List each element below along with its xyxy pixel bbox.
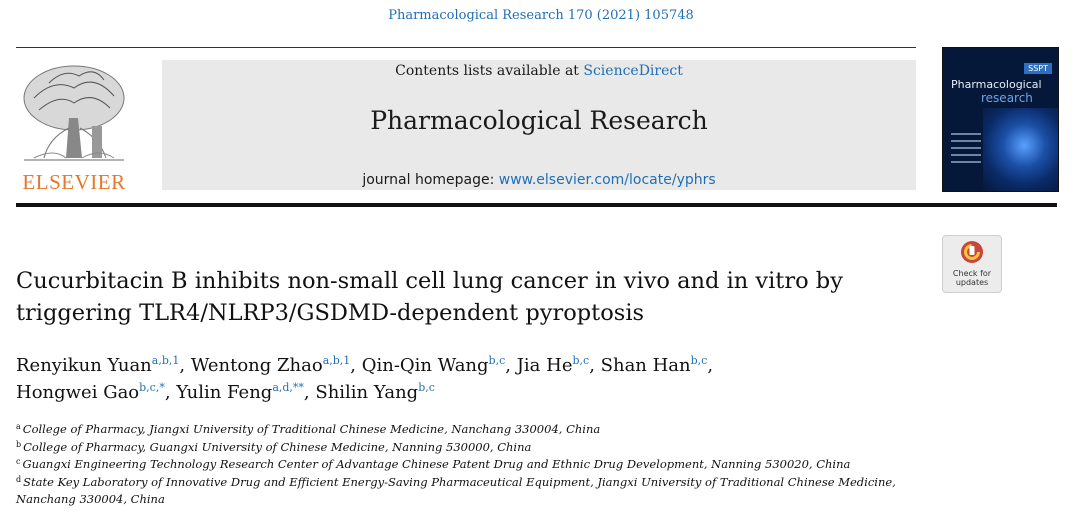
author[interactable]: Yulin Fenga,d,**	[176, 382, 304, 403]
affiliation-item: a College of Pharmacy, Jiangxi University…	[16, 421, 916, 439]
author-separator: ,	[589, 355, 601, 376]
author[interactable]: Hongwei Gaob,c,*	[16, 382, 165, 403]
sciencedirect-link[interactable]: ScienceDirect	[583, 63, 683, 79]
check-updates-line2: updates	[955, 278, 989, 287]
author-affil-marks[interactable]: b,c	[572, 354, 590, 367]
affiliation-item: d State Key Laboratory of Innovative Drug…	[16, 474, 916, 509]
affiliation-list: a College of Pharmacy, Jiangxi University…	[16, 421, 916, 509]
homepage-prefix: journal homepage:	[362, 172, 499, 188]
author-affil-marks[interactable]: a,d,**	[272, 381, 304, 394]
article-title: Cucurbitacin B inhibits non-small cell l…	[16, 268, 843, 326]
author[interactable]: Renyikun Yuana,b,1	[16, 355, 179, 376]
author[interactable]: Jia Heb,c	[517, 355, 589, 376]
journal-title: Pharmacological Research	[370, 106, 708, 135]
author-list: Renyikun Yuana,b,1, Wentong Zhaoa,b,1, Q…	[16, 352, 916, 406]
affiliation-text: College of Pharmacy, Guangxi University …	[23, 439, 532, 454]
journal-cover-image[interactable]: SSPT Pharmacological research	[942, 47, 1059, 192]
author-name: Shan Han	[600, 355, 691, 376]
contents-prefix: Contents lists available at	[395, 63, 584, 79]
cover-title-line1: Pharmacological	[951, 78, 1042, 91]
author-name: Jia He	[516, 355, 573, 376]
journal-banner	[162, 60, 916, 190]
affiliation-key: d	[16, 474, 22, 484]
check-updates-icon	[961, 241, 983, 263]
author-separator: ,	[179, 355, 191, 376]
author-affil-marks[interactable]: b,c	[418, 381, 435, 394]
author-separator: ,	[350, 355, 362, 376]
author-name: Renyikun Yuan	[16, 355, 152, 376]
author-name: Hongwei Gao	[16, 382, 140, 403]
affiliation-key: c	[16, 457, 21, 466]
author-affil-marks[interactable]: a,b,1	[322, 354, 351, 367]
affiliation-text: State Key Laboratory of Innovative Drug …	[16, 474, 896, 507]
author-name: Yulin Feng	[176, 382, 273, 403]
affiliation-text: Guangxi Engineering Technology Research …	[22, 457, 851, 471]
check-updates-line1: Check for	[952, 269, 992, 278]
contents-available-line: Contents lists available at ScienceDirec…	[162, 63, 916, 79]
author-affil-marks[interactable]: a,b,1	[151, 354, 180, 367]
author-separator: ,	[505, 355, 517, 376]
affiliation-item: c Guangxi Engineering Technology Research…	[16, 456, 916, 474]
journal-homepage-line: journal homepage: www.elsevier.com/locat…	[162, 172, 916, 188]
top-rule	[16, 47, 916, 48]
homepage-link[interactable]: www.elsevier.com/locate/yphrs	[498, 172, 716, 188]
header-bottom-rule	[16, 203, 1057, 207]
check-updates-label: Check for updates	[943, 269, 1001, 287]
cover-text-lines	[951, 133, 981, 168]
author-separator: ,	[707, 355, 714, 376]
author-separator: ,	[164, 382, 177, 403]
author-separator: ,	[303, 382, 316, 403]
elsevier-tree-logo	[23, 65, 125, 161]
check-for-updates-button[interactable]: Check for updates	[942, 235, 1002, 293]
author[interactable]: Qin-Qin Wangb,c	[362, 355, 506, 376]
author-name: Wentong Zhao	[190, 355, 323, 376]
author-affil-marks[interactable]: b,c	[690, 354, 708, 367]
author-affil-marks[interactable]: b,c	[488, 354, 506, 367]
author[interactable]: Shilin Yangb,c	[315, 382, 435, 403]
cover-artwork	[983, 108, 1058, 191]
cover-title-line2: research	[981, 91, 1033, 105]
author-name: Shilin Yang	[315, 382, 419, 403]
affiliation-key: b	[16, 439, 22, 449]
cover-badge: SSPT	[1024, 63, 1052, 74]
affiliation-key: a	[16, 422, 21, 431]
elsevier-wordmark: ELSEVIER	[22, 170, 126, 194]
author-name: Qin-Qin Wang	[361, 355, 489, 376]
journal-reference[interactable]: Pharmacological Research 170 (2021) 1057…	[388, 8, 694, 23]
author[interactable]: Shan Hanb,c	[601, 355, 708, 376]
affiliation-text: College of Pharmacy, Jiangxi University …	[22, 422, 601, 436]
author[interactable]: Wentong Zhaoa,b,1	[191, 355, 350, 376]
affiliation-item: b College of Pharmacy, Guangxi University…	[16, 439, 916, 457]
author-affil-marks[interactable]: b,c,*	[139, 381, 165, 394]
